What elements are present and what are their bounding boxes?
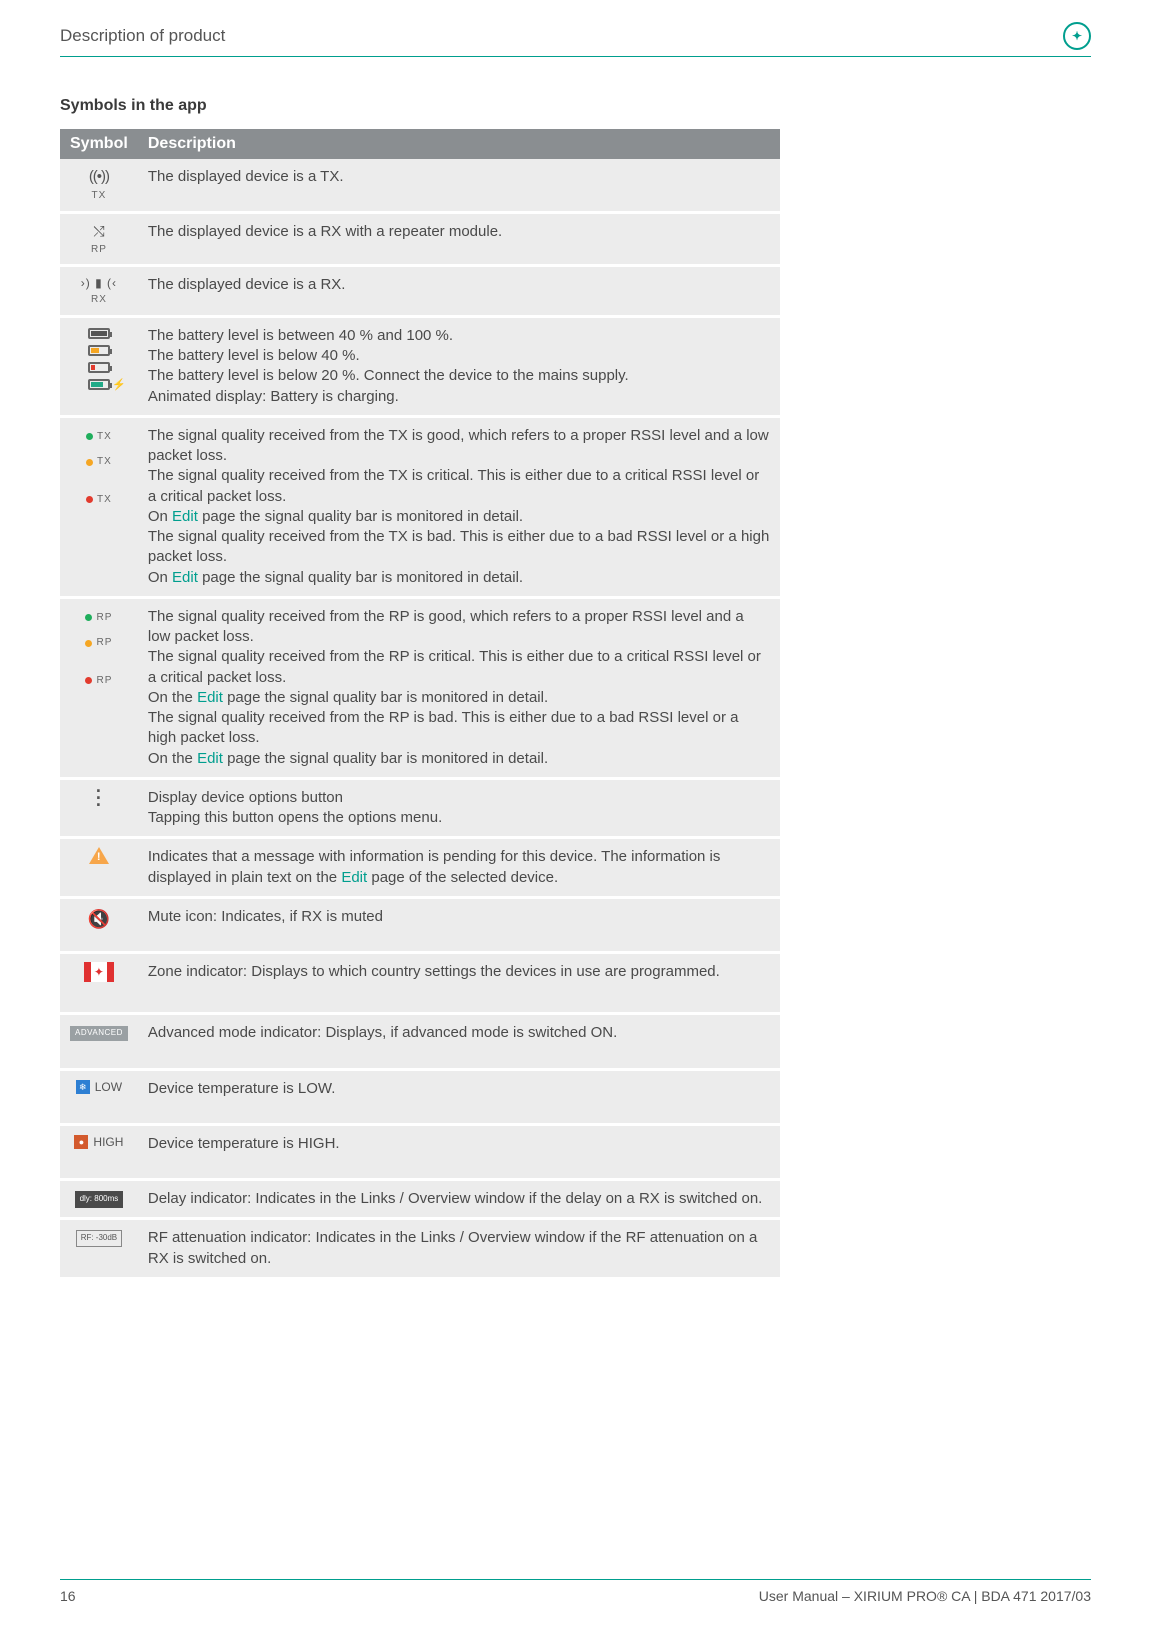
- battery-20-icon: [88, 362, 110, 373]
- warning-icon: [89, 847, 109, 864]
- mute-icon: 🔇: [88, 909, 110, 929]
- desc-line: The signal quality received from the RP …: [148, 607, 770, 648]
- desc-cell: Display device options button Tapping th…: [138, 778, 780, 838]
- page-footer: 16 User Manual – XIRIUM PRO® CA | BDA 47…: [60, 1579, 1091, 1604]
- desc-cell: RF attenuation indicator: Indicates in t…: [138, 1219, 780, 1279]
- signal-bad-icon: RP: [70, 674, 128, 688]
- table-row: ((•)) TX The displayed device is a TX.: [60, 159, 780, 212]
- signal-critical-icon: RP: [70, 636, 128, 650]
- table-row: ›) ▮ (‹ RX The displayed device is a RX.: [60, 266, 780, 317]
- desc-cell: Indicates that a message with informatio…: [138, 838, 780, 898]
- desc-line: The battery level is between 40 % and 10…: [148, 326, 770, 346]
- table-row: 🔇 Mute icon: Indicates, if RX is muted: [60, 897, 780, 952]
- desc-line: The signal quality received from the RP …: [148, 708, 770, 749]
- desc-line: The battery level is below 20 %. Connect…: [148, 366, 770, 386]
- desc-line: On Edit page the signal quality bar is m…: [148, 507, 770, 527]
- desc-line: Animated display: Battery is charging.: [148, 387, 770, 407]
- tx-icon: ((•)): [89, 167, 109, 187]
- desc-cell: The displayed device is a RX with a repe…: [138, 212, 780, 265]
- advanced-badge-icon: ADVANCED: [70, 1026, 128, 1041]
- table-row: TX TX TX The signal quality received fro…: [60, 416, 780, 597]
- table-header-row: Symbol Description: [60, 129, 780, 159]
- table-row: ✦ Zone indicator: Displays to which coun…: [60, 953, 780, 1014]
- edit-link[interactable]: Edit: [197, 750, 223, 767]
- desc-cell: Mute icon: Indicates, if RX is muted: [138, 897, 780, 952]
- temp-label: LOW: [95, 1079, 122, 1095]
- symbol-label: RP: [91, 243, 107, 257]
- battery-charging-icon: [88, 379, 110, 390]
- desc-cell: The displayed device is a TX.: [138, 159, 780, 212]
- desc-cell: The displayed device is a RX.: [138, 266, 780, 317]
- table-row: Indicates that a message with informatio…: [60, 838, 780, 898]
- table-row: ⤭ RP The displayed device is a RX with a…: [60, 212, 780, 265]
- rx-icon: ›) ▮ (‹: [81, 275, 117, 291]
- table-row: The battery level is between 40 % and 10…: [60, 316, 780, 416]
- temp-high-icon: ●: [74, 1135, 88, 1149]
- edit-link[interactable]: Edit: [172, 508, 198, 525]
- desc-cell: Device temperature is HIGH.: [138, 1124, 780, 1179]
- options-icon: ···: [70, 788, 128, 810]
- signal-good-icon: RP: [70, 611, 128, 625]
- edit-link[interactable]: Edit: [197, 689, 223, 706]
- page-header: Description of product ✦: [60, 22, 1091, 57]
- symbol-label: RX: [91, 293, 107, 307]
- desc-cell: The battery level is between 40 % and 10…: [138, 316, 780, 416]
- edit-link[interactable]: Edit: [172, 569, 198, 586]
- symbols-table: Symbol Description ((•)) TX The displaye…: [60, 129, 780, 1280]
- doc-id: User Manual – XIRIUM PRO® CA | BDA 471 2…: [759, 1588, 1091, 1604]
- desc-cell: The signal quality received from the RP …: [138, 597, 780, 778]
- battery-full-icon: [88, 328, 110, 339]
- section-title: Symbols in the app: [60, 97, 1091, 115]
- page-number: 16: [60, 1588, 76, 1604]
- table-row: ❄ LOW Device temperature is LOW.: [60, 1069, 780, 1124]
- temp-low-icon: ❄: [76, 1080, 90, 1094]
- signal-critical-icon: TX: [70, 455, 128, 469]
- desc-cell: Device temperature is LOW.: [138, 1069, 780, 1124]
- desc-cell: Zone indicator: Displays to which countr…: [138, 953, 780, 1014]
- desc-line: The signal quality received from the TX …: [148, 466, 770, 507]
- edit-link[interactable]: Edit: [341, 869, 367, 886]
- desc-line: On the Edit page the signal quality bar …: [148, 688, 770, 708]
- desc-cell: Delay indicator: Indicates in the Links …: [138, 1180, 780, 1219]
- desc-cell: The signal quality received from the TX …: [138, 416, 780, 597]
- delay-badge-icon: dly: 800ms: [75, 1191, 124, 1208]
- rf-att-badge-icon: RF: -30dB: [76, 1230, 122, 1247]
- desc-cell: Advanced mode indicator: Displays, if ad…: [138, 1014, 780, 1069]
- col-symbol: Symbol: [60, 129, 138, 159]
- desc-line: The signal quality received from the TX …: [148, 426, 770, 467]
- desc-line: The battery level is below 40 %.: [148, 346, 770, 366]
- desc-line: The signal quality received from the RP …: [148, 647, 770, 688]
- desc-line: Display device options button: [148, 788, 770, 808]
- brand-logo-icon: ✦: [1063, 22, 1091, 50]
- signal-good-icon: TX: [70, 430, 128, 444]
- desc-line: The signal quality received from the TX …: [148, 527, 770, 568]
- table-row: ADVANCED Advanced mode indicator: Displa…: [60, 1014, 780, 1069]
- desc-line: On the Edit page the signal quality bar …: [148, 749, 770, 769]
- rp-icon: ⤭: [93, 222, 104, 241]
- desc-line: Tapping this button opens the options me…: [148, 808, 770, 828]
- battery-40-icon: [88, 345, 110, 356]
- table-row: ● HIGH Device temperature is HIGH.: [60, 1124, 780, 1179]
- col-description: Description: [138, 129, 780, 159]
- table-row: RP RP RP The signal quality received fro…: [60, 597, 780, 778]
- breadcrumb: Description of product: [60, 26, 225, 46]
- table-row: dly: 800ms Delay indicator: Indicates in…: [60, 1180, 780, 1219]
- desc-line: On Edit page the signal quality bar is m…: [148, 568, 770, 588]
- temp-label: HIGH: [93, 1134, 123, 1150]
- symbol-label: TX: [92, 189, 107, 203]
- zone-flag-icon: ✦: [84, 962, 114, 982]
- table-row: RF: -30dB RF attenuation indicator: Indi…: [60, 1219, 780, 1279]
- table-row: ··· Display device options button Tappin…: [60, 778, 780, 838]
- signal-bad-icon: TX: [70, 493, 128, 507]
